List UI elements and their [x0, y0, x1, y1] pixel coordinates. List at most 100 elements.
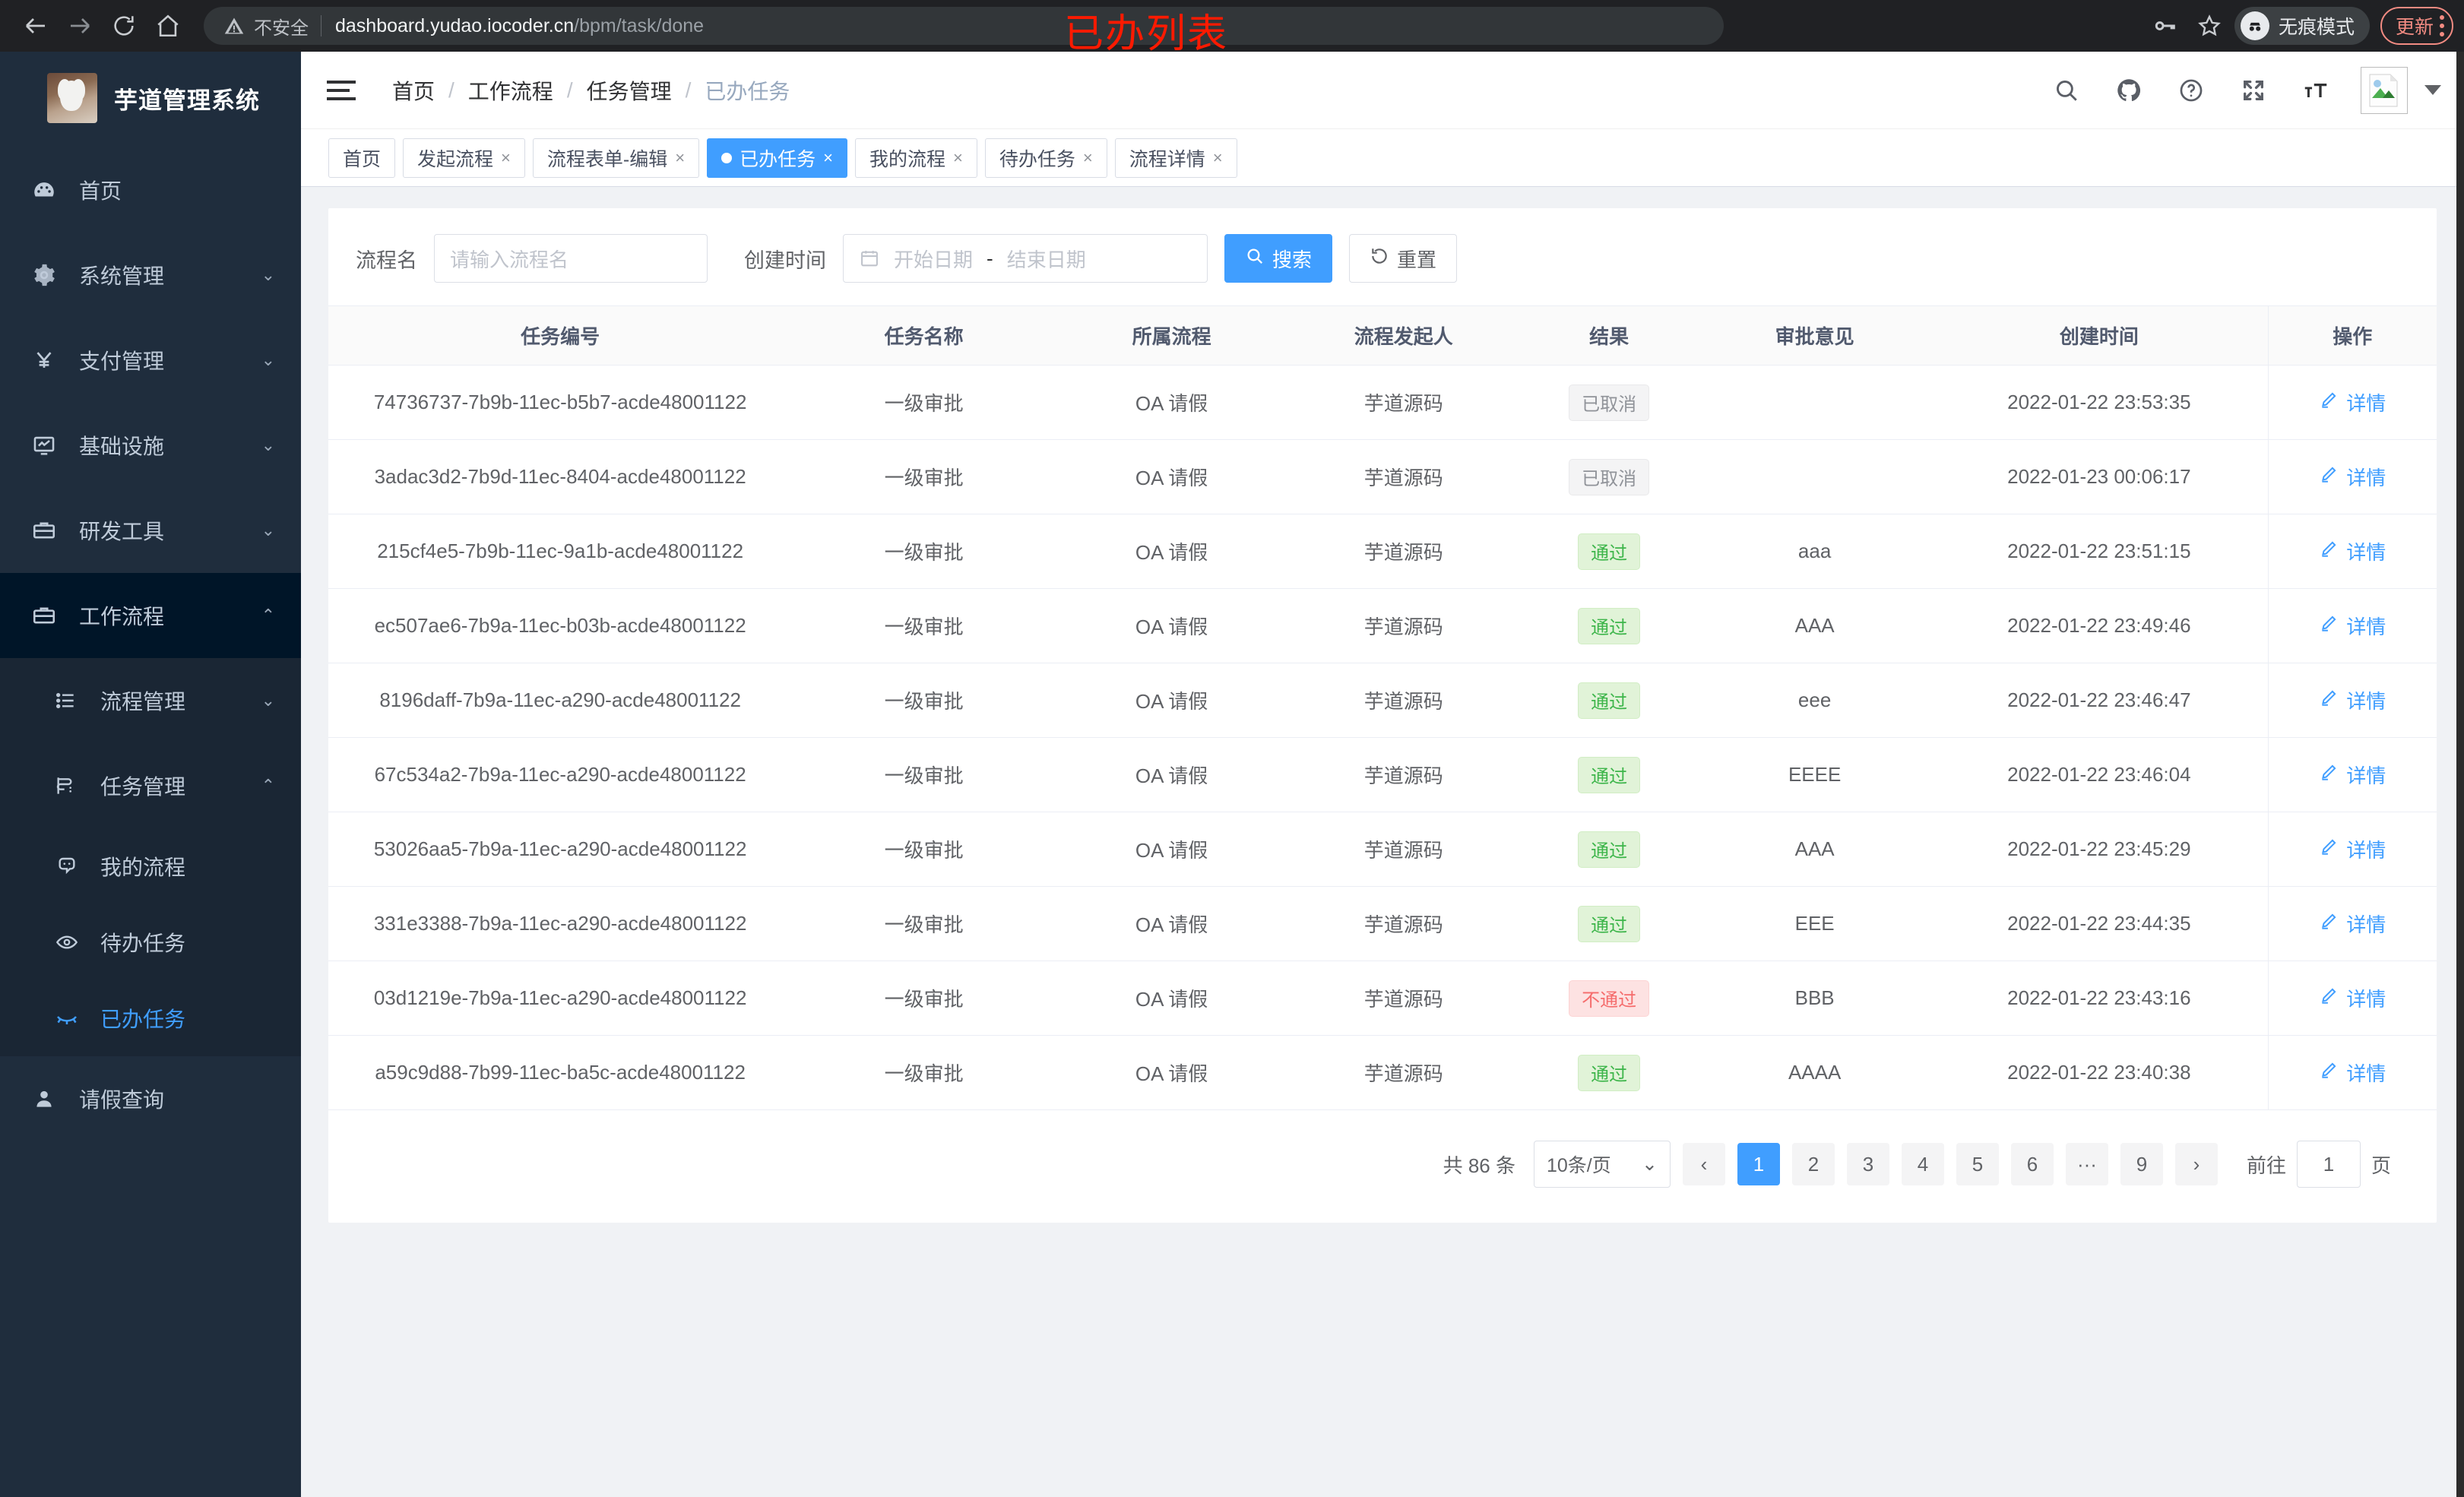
breadcrumb-item-task-management[interactable]: 任务管理 — [586, 79, 672, 103]
jump-page-input[interactable]: 1 — [2296, 1141, 2361, 1188]
detail-button[interactable]: 详情 — [2319, 984, 2386, 1012]
prev-page-button[interactable]: ‹ — [1682, 1143, 1725, 1185]
tab-my-process[interactable]: 我的流程 × — [854, 138, 977, 178]
cell-created-time: 2022-01-23 00:06:17 — [1930, 439, 2269, 514]
close-icon[interactable]: × — [675, 147, 686, 167]
detail-button[interactable]: 详情 — [2319, 463, 2386, 491]
chevron-down-icon[interactable] — [2424, 85, 2441, 95]
breadcrumb-separator: / — [448, 78, 454, 102]
table-row: ec507ae6-7b9a-11ec-b03b-acde48001122 一级审批… — [328, 588, 2437, 663]
detail-label: 详情 — [2346, 467, 2386, 489]
status-badge: 通过 — [1578, 905, 1641, 942]
sidebar-item-task-management[interactable]: 任务管理 ⌃ — [0, 743, 301, 828]
incognito-indicator[interactable]: 无痕模式 — [2234, 7, 2370, 45]
sidebar-item-done-task[interactable]: 已办任务 — [0, 980, 301, 1056]
chevron-up-icon: ⌃ — [261, 606, 275, 625]
sidebar-item-leave-query[interactable]: 请假查询 — [0, 1056, 301, 1141]
search-button[interactable]: 搜索 — [1224, 234, 1333, 283]
cell-opinion — [1699, 365, 1931, 440]
status-badge: 通过 — [1578, 533, 1641, 570]
cell-created-time: 2022-01-22 23:49:46 — [1930, 588, 2269, 663]
cell-operation: 详情 — [2267, 514, 2437, 589]
process-name-input[interactable]: 请输入流程名 — [434, 234, 708, 283]
table-row: 67c534a2-7b9a-11ec-a290-acde48001122 一级审批… — [328, 737, 2437, 812]
tab-home[interactable]: 首页 — [328, 138, 396, 178]
cell-starter: 芋道源码 — [1287, 961, 1520, 1036]
chevron-down-icon: ⌄ — [261, 691, 275, 710]
sidebar-item-my-process[interactable]: 我的流程 — [0, 828, 301, 904]
page-button-5[interactable]: 5 — [1956, 1143, 1999, 1185]
page-number-list: 1 2 3 4 5 6 ··· 9 — [1737, 1143, 2163, 1185]
detail-button[interactable]: 详情 — [2319, 835, 2386, 863]
cell-task-id: 74736737-7b9b-11ec-b5b7-acde48001122 — [328, 365, 793, 440]
sidebar-item-infrastructure[interactable]: 基础设施 ⌄ — [0, 403, 301, 488]
breadcrumb-item-workflow[interactable]: 工作流程 — [467, 79, 553, 103]
page-button-4[interactable]: 4 — [1901, 1143, 1944, 1185]
page-size-select[interactable]: 10条/页 ⌄ — [1533, 1141, 1671, 1188]
update-button[interactable]: 更新 — [2380, 7, 2453, 45]
page-scrollbar[interactable] — [2456, 52, 2464, 1497]
breadcrumb-item-home[interactable]: 首页 — [392, 79, 435, 103]
brand[interactable]: 芋道管理系统 — [0, 52, 301, 144]
cell-task-id: 3adac3d2-7b9d-11ec-8404-acde48001122 — [328, 439, 793, 514]
page-button-2[interactable]: 2 — [1791, 1143, 1835, 1185]
detail-button[interactable]: 详情 — [2319, 1059, 2386, 1087]
detail-button[interactable]: 详情 — [2319, 686, 2386, 714]
back-arrow-icon[interactable] — [14, 4, 58, 48]
detail-button[interactable]: 详情 — [2319, 537, 2386, 565]
close-icon[interactable]: × — [952, 147, 963, 167]
page-button-6[interactable]: 6 — [2010, 1143, 2054, 1185]
close-icon[interactable]: × — [823, 147, 833, 167]
browser-actions: 无痕模式 更新 — [2143, 0, 2453, 52]
table-row: 215cf4e5-7b9b-11ec-9a1b-acde48001122 一级审批… — [328, 514, 2437, 589]
gear-icon — [29, 262, 59, 288]
cell-opinion: aaa — [1699, 514, 1931, 589]
page-button-3[interactable]: 3 — [1846, 1143, 1889, 1185]
page-ellipsis[interactable]: ··· — [2065, 1143, 2108, 1185]
tab-label: 流程表单-编辑 — [546, 148, 668, 170]
chrome-menu-icon[interactable] — [2440, 15, 2444, 36]
star-icon[interactable] — [2189, 5, 2230, 46]
home-icon[interactable] — [146, 4, 190, 48]
detail-button[interactable]: 详情 — [2319, 761, 2386, 789]
address-bar[interactable]: 不安全 dashboard.yudao.iocoder.cn/bpm/task/… — [204, 7, 1724, 45]
reload-icon[interactable] — [102, 4, 146, 48]
page-button-9[interactable]: 9 — [2120, 1143, 2163, 1185]
detail-button[interactable]: 详情 — [2319, 612, 2386, 640]
help-icon[interactable] — [2174, 73, 2209, 108]
sidebar-item-payment[interactable]: 支付管理 ⌄ — [0, 318, 301, 403]
page-button-1[interactable]: 1 — [1737, 1143, 1780, 1185]
edit-icon — [2319, 390, 2339, 415]
brand-logo-icon — [47, 73, 97, 123]
sidebar-item-process-management[interactable]: 流程管理 ⌄ — [0, 658, 301, 743]
sidebar-item-devtools[interactable]: 研发工具 ⌄ — [0, 488, 301, 573]
tab-start-process[interactable]: 发起流程 × — [403, 138, 525, 178]
detail-button[interactable]: 详情 — [2319, 910, 2386, 938]
fullscreen-icon[interactable] — [2236, 73, 2271, 108]
hamburger-icon[interactable] — [327, 72, 363, 109]
column-process: 所属流程 — [1056, 305, 1288, 366]
table-row: 74736737-7b9b-11ec-b5b7-acde48001122 一级审批… — [328, 365, 2437, 440]
tab-process-form-edit[interactable]: 流程表单-编辑 × — [532, 138, 700, 178]
avatar[interactable] — [2361, 66, 2408, 114]
forward-arrow-icon[interactable] — [58, 4, 102, 48]
close-icon[interactable]: × — [501, 147, 511, 167]
sidebar-item-workflow[interactable]: 工作流程 ⌃ — [0, 573, 301, 658]
sidebar-item-todo-task[interactable]: 待办任务 — [0, 904, 301, 980]
key-icon[interactable] — [2143, 5, 2184, 46]
sidebar-item-system[interactable]: 系统管理 ⌄ — [0, 233, 301, 318]
tab-done-task[interactable]: 已办任务 × — [707, 138, 847, 178]
reset-button[interactable]: 重置 — [1349, 234, 1458, 283]
tab-todo-task[interactable]: 待办任务 × — [984, 138, 1107, 178]
sidebar-item-home[interactable]: 首页 — [0, 147, 301, 233]
close-icon[interactable]: × — [1212, 147, 1223, 167]
create-time-range-picker[interactable]: 开始日期 - 结束日期 — [843, 234, 1208, 283]
github-icon[interactable] — [2111, 73, 2146, 108]
tab-process-detail[interactable]: 流程详情 × — [1114, 138, 1237, 178]
search-icon[interactable] — [2049, 73, 2084, 108]
detail-button[interactable]: 详情 — [2319, 388, 2386, 416]
next-page-button[interactable]: › — [2174, 1143, 2218, 1185]
close-icon[interactable]: × — [1082, 147, 1093, 167]
table-row: a59c9d88-7b99-11ec-ba5c-acde48001122 一级审批… — [328, 1035, 2437, 1110]
font-size-icon[interactable] — [2298, 73, 2333, 108]
